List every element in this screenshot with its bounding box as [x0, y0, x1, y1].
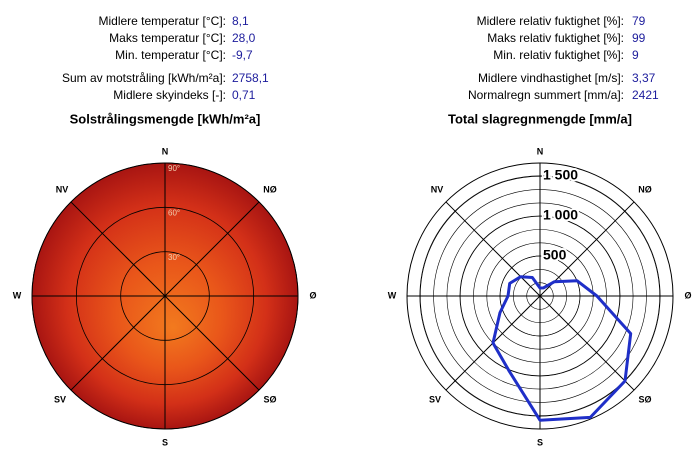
- stat-value: 0,71: [232, 88, 256, 102]
- direction-label: NV: [56, 184, 69, 194]
- grid-ring: [419, 175, 661, 417]
- data-line: [491, 275, 633, 422]
- direction-label: SV: [54, 394, 66, 404]
- stat-label: Min. temperatur [°C]:: [115, 48, 226, 62]
- stat-label: Midlere vindhastighet [m/s]:: [478, 71, 624, 85]
- grid-ring: [499, 255, 581, 337]
- stat-value: 9: [632, 48, 639, 62]
- stat-value: 2421: [632, 88, 659, 102]
- direction-label: Ø: [309, 290, 316, 300]
- grid-ring: [459, 215, 621, 377]
- spoke: [445, 201, 541, 297]
- direction-label: W: [388, 290, 397, 300]
- chart-title: Total slagregnmengde [mm/a]: [448, 111, 632, 126]
- direction-label: N: [162, 146, 169, 156]
- direction-label: NV: [431, 184, 444, 194]
- direction-label: SØ: [638, 394, 651, 404]
- stat-label: Normalregn summert [mm/a]:: [468, 88, 624, 102]
- grid-ring: [120, 251, 210, 341]
- stat-label: Sum av motstråling [kWh/m²a]:: [62, 71, 226, 85]
- grid-ring: [31, 162, 299, 430]
- spoke: [164, 295, 260, 391]
- direction-label: N: [537, 146, 544, 156]
- stat-label: Maks relativ fuktighet [%]:: [487, 31, 624, 45]
- stat-value: 28,0: [232, 31, 256, 45]
- direction-label: SV: [429, 394, 441, 404]
- spoke: [539, 295, 635, 391]
- stat-value: 2758,1: [232, 71, 269, 85]
- direction-label: SØ: [263, 394, 276, 404]
- stat-label: Midlere relativ fuktighet [%]:: [477, 14, 624, 28]
- spoke: [70, 201, 166, 297]
- stat-label: Maks temperatur [°C]:: [109, 31, 226, 45]
- stat-label: Midlere temperatur [°C]:: [98, 14, 226, 28]
- direction-label: S: [537, 437, 543, 447]
- r-tick-label: 1 000: [543, 207, 578, 223]
- direction-label: S: [162, 437, 168, 447]
- stat-value: -9,7: [232, 48, 253, 62]
- r-tick-label: 30°: [168, 253, 180, 262]
- r-tick-label: 500: [543, 247, 567, 263]
- direction-label: W: [13, 290, 22, 300]
- direction-label: NØ: [638, 184, 652, 194]
- chart-title: Solstrålingsmengde [kWh/m²a]: [70, 111, 261, 126]
- stat-label: Midlere skyindeks [-]:: [113, 88, 226, 102]
- direction-label: NØ: [263, 184, 277, 194]
- stat-label: Min. relativ fuktighet [%]:: [493, 48, 624, 62]
- stat-value: 99: [632, 31, 646, 45]
- spoke: [164, 201, 260, 297]
- direction-label: Ø: [684, 290, 691, 300]
- stat-value: 8,1: [232, 14, 249, 28]
- stat-value: 3,37: [632, 71, 656, 85]
- spoke: [70, 295, 166, 391]
- grid-ring: [75, 206, 255, 386]
- stat-value: 79: [632, 14, 646, 28]
- r-tick-label: 60°: [168, 208, 180, 217]
- r-tick-label: 1 500: [543, 167, 578, 183]
- r-tick-label: 90°: [168, 164, 180, 173]
